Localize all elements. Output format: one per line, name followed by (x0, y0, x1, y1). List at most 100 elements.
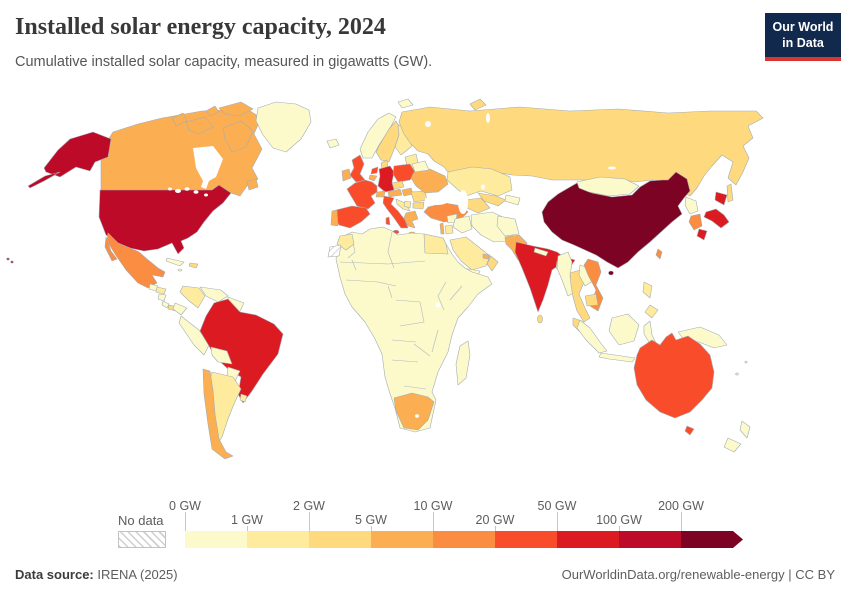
country-japan[interactable] (703, 208, 730, 229)
country-greece[interactable] (403, 210, 419, 229)
legend-bin-3[interactable] (371, 531, 433, 548)
country-cuba[interactable] (165, 257, 185, 267)
country-western-sahara[interactable] (327, 244, 342, 258)
country-ecuador[interactable] (172, 302, 188, 316)
country-svalbard[interactable] (397, 98, 414, 109)
country-united-states[interactable] (6, 257, 10, 261)
country-italy[interactable] (385, 216, 391, 226)
country-croatia[interactable] (395, 198, 411, 212)
legend-bin-0[interactable] (185, 531, 247, 548)
country-cambodia[interactable] (584, 293, 599, 307)
country-kyrgyzstan[interactable] (504, 194, 521, 206)
country-indonesia[interactable] (598, 352, 636, 363)
country-russia[interactable] (398, 106, 764, 197)
country-serbia[interactable] (403, 200, 412, 209)
country-united-states[interactable] (43, 131, 112, 178)
country-philippines[interactable] (644, 304, 659, 319)
country-israel[interactable] (439, 222, 445, 235)
country-dominican-republic[interactable] (188, 262, 199, 269)
country-uruguay[interactable] (239, 393, 248, 403)
country-jamaica[interactable] (177, 268, 183, 272)
country-canada[interactable] (185, 116, 214, 135)
country-vietnam[interactable] (583, 258, 604, 312)
country-costa-rica[interactable] (161, 300, 170, 309)
country-iceland[interactable] (326, 138, 340, 149)
country-sri-lanka[interactable] (537, 314, 543, 324)
country-australia[interactable] (633, 332, 715, 419)
country-czechia[interactable] (391, 180, 405, 190)
country-indonesia[interactable] (576, 319, 608, 354)
owid-logo[interactable]: Our World in Data (765, 13, 841, 61)
country-brazil[interactable] (199, 298, 284, 404)
country-morocco[interactable] (336, 233, 355, 251)
country-russia[interactable] (726, 183, 734, 203)
country-belgium[interactable] (368, 174, 378, 182)
country-mexico[interactable] (104, 236, 118, 262)
country-germany[interactable] (377, 165, 395, 193)
country-kazakhstan[interactable] (446, 166, 513, 197)
country-iraq[interactable] (452, 215, 473, 234)
country-united-states[interactable] (27, 171, 61, 189)
country-egypt[interactable] (423, 233, 449, 255)
country-united-states[interactable] (10, 260, 14, 264)
legend-bin-8[interactable] (681, 531, 743, 548)
legend-bin-4[interactable] (433, 531, 495, 548)
country-france[interactable] (346, 179, 378, 210)
country-canada[interactable] (171, 112, 188, 127)
country-united-arab-emirates[interactable] (482, 253, 491, 260)
owid-footer-link[interactable]: OurWorldinData.org/renewable-energy | CC… (561, 567, 835, 582)
legend-bin-6[interactable] (557, 531, 619, 548)
country-canada[interactable] (222, 120, 254, 153)
country-philippines[interactable] (642, 281, 653, 299)
country-canada[interactable] (218, 101, 254, 117)
country-canada[interactable] (246, 178, 259, 191)
country-venezuela[interactable] (199, 286, 229, 303)
country-ukraine[interactable] (410, 168, 449, 194)
country-norway[interactable] (359, 112, 397, 159)
country-south-korea[interactable] (688, 213, 703, 231)
country-chile[interactable] (202, 368, 234, 460)
country-belarus[interactable] (411, 160, 430, 173)
country-new-zealand[interactable] (723, 437, 742, 453)
region-africa[interactable] (335, 226, 493, 433)
country-japan[interactable] (696, 228, 708, 241)
country-russia[interactable] (469, 98, 487, 111)
country-spain[interactable] (333, 205, 371, 229)
country-oman[interactable] (486, 255, 499, 272)
country-ireland[interactable] (341, 168, 352, 182)
country-portugal[interactable] (330, 209, 339, 227)
country-saudi-arabia[interactable] (449, 236, 491, 271)
country-canada[interactable] (205, 105, 220, 117)
country-taiwan[interactable] (655, 248, 663, 260)
country-indonesia[interactable] (608, 313, 640, 346)
legend-bin-7[interactable] (619, 531, 681, 548)
country-netherlands[interactable] (370, 166, 379, 175)
country-nicaragua[interactable] (157, 293, 167, 302)
country-japan[interactable] (714, 191, 728, 206)
legend-bin-1[interactable] (247, 531, 309, 548)
country-china[interactable] (608, 270, 614, 276)
country-italy[interactable] (382, 195, 409, 229)
country-poland[interactable] (392, 163, 416, 183)
country-greenland[interactable] (255, 101, 312, 153)
legend-no-data-swatch[interactable] (118, 531, 166, 548)
country-fiji[interactable] (735, 372, 739, 376)
country-south-africa[interactable] (393, 392, 435, 431)
country-uzbekistan[interactable] (477, 192, 507, 207)
country-united-kingdom[interactable] (349, 154, 366, 183)
country-afghanistan[interactable] (496, 215, 520, 237)
country-bolivia[interactable] (210, 346, 233, 365)
legend-bin-5[interactable] (495, 531, 557, 548)
country-austria[interactable] (387, 188, 403, 198)
country-new-zealand[interactable] (739, 420, 751, 439)
country-colombia[interactable] (179, 285, 206, 309)
country-peru[interactable] (178, 315, 210, 356)
country-bulgaria[interactable] (412, 201, 425, 210)
country-switzerland[interactable] (375, 190, 386, 198)
country-fiji[interactable] (744, 360, 748, 364)
legend-bin-2[interactable] (309, 531, 371, 548)
country-jordan[interactable] (444, 224, 454, 235)
country-north-korea[interactable] (684, 196, 699, 215)
country-mexico[interactable] (106, 232, 166, 289)
country-nepal[interactable] (533, 247, 549, 257)
